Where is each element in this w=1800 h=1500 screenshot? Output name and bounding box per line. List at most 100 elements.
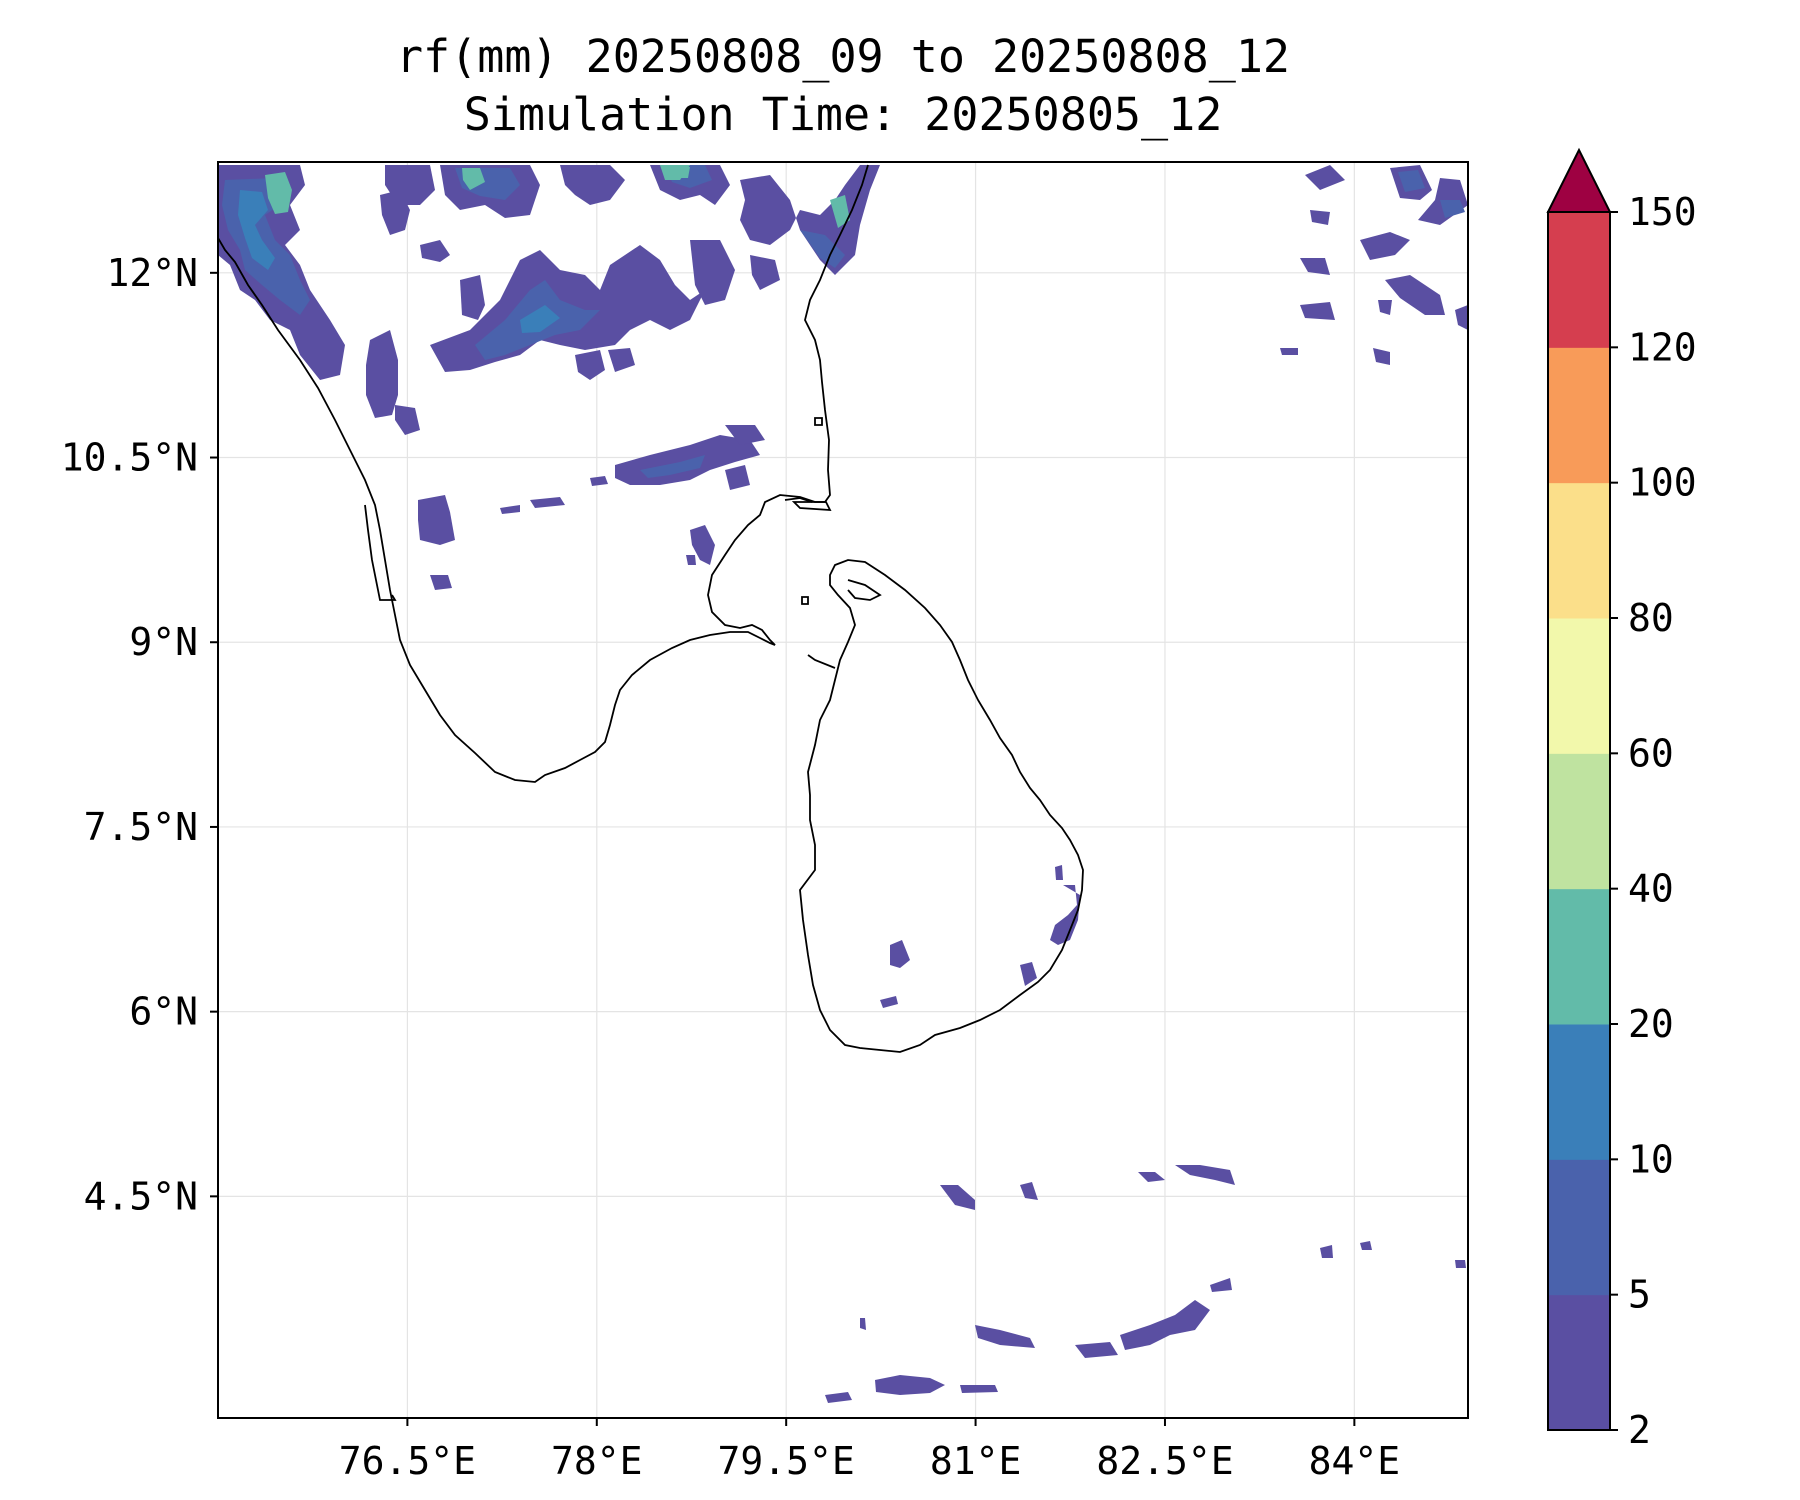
colorbar-tick-label: 60: [1628, 731, 1674, 775]
small-island: [801, 596, 809, 605]
rain-patch: [1378, 300, 1392, 315]
colorbar-segment: [1548, 482, 1610, 619]
rain-patch: [418, 495, 455, 545]
colorbar-segment: [1548, 888, 1610, 1025]
rain-patch: [640, 455, 705, 478]
colorbar-segment: [1548, 1294, 1610, 1431]
rain-patch: [1373, 348, 1390, 365]
colorbar: 2 5 10 20 40 60 80 100 120 150: [1546, 147, 1697, 1452]
rain-patch: [530, 497, 565, 508]
rain-patch: [1138, 1172, 1165, 1182]
gridlines: [218, 162, 1468, 1418]
india-coastline: [218, 164, 869, 783]
colorbar-tick-label: 40: [1628, 867, 1674, 911]
rain-patch: [575, 350, 605, 380]
colorbar-segment: [1548, 1159, 1610, 1296]
coastlines: [218, 164, 1084, 1053]
rain-patch: [1020, 1182, 1038, 1200]
rain-patch: [740, 165, 880, 275]
rain-patch: [880, 996, 898, 1008]
small-island: [814, 417, 823, 426]
axis-ticks: 76.5°E 78°E 79.5°E 81°E 82.5°E 84°E 12°N 10.5°N…: [61, 251, 1400, 1483]
x-tick-label: 81°E: [930, 1439, 1022, 1483]
rain-patch: [1440, 200, 1465, 218]
y-tick-label: 6°N: [129, 990, 198, 1034]
rain-patch: [1310, 210, 1330, 225]
rain-patch: [1210, 1278, 1232, 1292]
rain-patch: [560, 165, 625, 205]
rain-patch: [420, 240, 450, 262]
india-inlet: [784, 497, 813, 503]
rain-patch: [608, 348, 635, 372]
rain-patch: [690, 525, 715, 565]
rain-patch: [1050, 885, 1080, 945]
rain-patch: [690, 240, 735, 305]
colorbar-frame: [1547, 211, 1611, 1431]
rain-patch: [1320, 1245, 1333, 1258]
rain-patch: [875, 1375, 945, 1395]
colorbar-segment: [1548, 347, 1610, 484]
rain-patch: [725, 425, 765, 445]
rain-patch: [500, 505, 520, 514]
rain-patch: [1280, 348, 1298, 355]
y-tick-label: 9°N: [129, 620, 198, 664]
colorbar-segment: [1548, 753, 1610, 890]
y-tick-label: 7.5°N: [84, 805, 198, 849]
colorbar-tick-label: 2: [1628, 1408, 1651, 1452]
colorbar-tick-label: 10: [1628, 1137, 1674, 1181]
colorbar-segment: [1548, 212, 1610, 348]
rain-patch: [940, 1185, 975, 1210]
x-tick-label: 79.5°E: [718, 1439, 855, 1483]
rain-patch: [238, 190, 275, 270]
rain-patch: [1385, 275, 1445, 315]
rain-patch: [460, 275, 485, 320]
colorbar-tick-label: 120: [1628, 325, 1697, 369]
srilanka-coastline: [799, 559, 1084, 1053]
x-tick-label: 78°E: [551, 1439, 643, 1483]
map-title-line1: rf(mm) 20250808_09 to 20250808_12: [395, 30, 1291, 83]
x-tick-label: 84°E: [1309, 1439, 1401, 1483]
rain-patch: [1300, 258, 1330, 275]
y-tick-label: 4.5°N: [84, 1174, 198, 1218]
mannar-island: [807, 654, 836, 669]
rain-patch: [395, 405, 420, 435]
map-title-line2: Simulation Time: 20250805_12: [463, 88, 1223, 141]
rain-patch: [520, 305, 560, 333]
rain-patch: [590, 476, 608, 486]
rain-patch: [860, 1318, 866, 1330]
rain-patch: [750, 255, 780, 290]
rain-patch: [830, 195, 850, 228]
x-tick-label: 76.5°E: [339, 1439, 476, 1483]
rain-patch: [1300, 302, 1335, 320]
rain-patch: [462, 168, 485, 190]
rain-patch: [1055, 865, 1063, 880]
colorbar-tick-label: 100: [1628, 461, 1697, 505]
rain-patch: [960, 1385, 998, 1393]
rainfall-contours: [218, 165, 1468, 1403]
jaffna-lagoon: [847, 579, 882, 601]
y-tick-label: 12°N: [106, 251, 198, 295]
rain-patch: [366, 330, 398, 418]
rain-patch: [975, 1325, 1035, 1348]
rain-patch: [1175, 1165, 1235, 1185]
colorbar-tick-label: 5: [1628, 1273, 1651, 1317]
rain-patch: [1075, 1342, 1118, 1358]
rain-patch: [1455, 305, 1468, 330]
colorbar-extend-arrow: [1546, 147, 1612, 213]
small-island: [791, 501, 832, 512]
colorbar-tick-label: 150: [1628, 190, 1697, 234]
rain-patch: [725, 465, 750, 490]
rain-patch: [1305, 165, 1345, 190]
rain-patch: [660, 165, 690, 180]
rain-patch: [800, 230, 845, 268]
rain-patch: [1398, 170, 1425, 192]
rain-patch: [686, 555, 696, 565]
rain-patch: [1360, 232, 1410, 260]
india-lagoon: [364, 504, 397, 601]
y-tick-label: 10.5°N: [61, 436, 198, 480]
rain-patch: [430, 575, 452, 590]
colorbar-tick-label: 20: [1628, 1002, 1674, 1046]
x-tick-label: 82.5°E: [1096, 1439, 1233, 1483]
